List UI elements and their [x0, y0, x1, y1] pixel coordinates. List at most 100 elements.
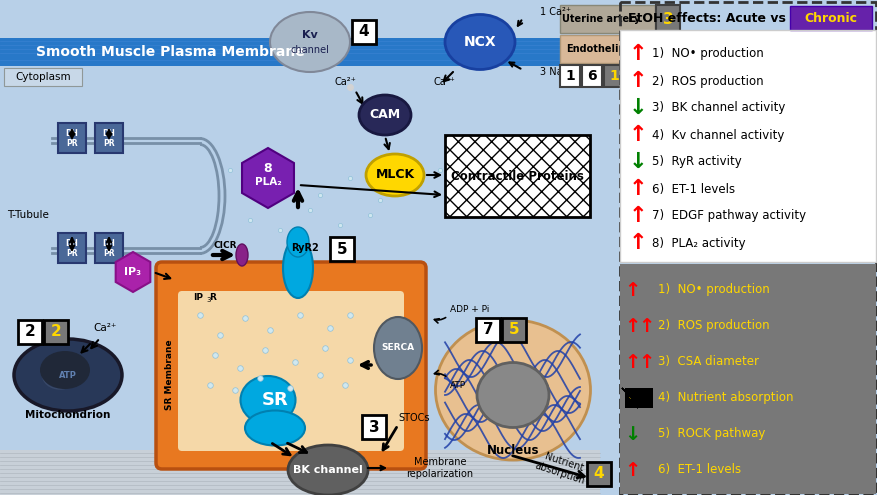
Bar — [560, 35, 654, 63]
Ellipse shape — [359, 95, 410, 135]
Bar — [58, 123, 86, 153]
Bar — [624, 388, 652, 408]
Ellipse shape — [366, 154, 424, 196]
Text: Nucleus: Nucleus — [486, 444, 538, 456]
Text: 2: 2 — [51, 325, 61, 340]
Bar — [4, 68, 82, 86]
Text: 4)  Nutrient absorption: 4) Nutrient absorption — [657, 392, 793, 404]
Text: T-Tubule: T-Tubule — [7, 210, 49, 220]
Text: DH: DH — [66, 240, 78, 248]
Text: 7: 7 — [482, 323, 493, 338]
Text: ↓: ↓ — [628, 98, 646, 118]
Text: DH: DH — [66, 130, 78, 139]
Bar — [0, 450, 599, 495]
Text: 8: 8 — [263, 162, 272, 176]
Ellipse shape — [374, 317, 422, 379]
Polygon shape — [621, 388, 638, 408]
Bar — [789, 6, 871, 30]
Text: ↑: ↑ — [628, 206, 646, 226]
Ellipse shape — [245, 410, 304, 446]
Text: Ca²⁺: Ca²⁺ — [432, 77, 454, 87]
Text: DH: DH — [103, 240, 115, 248]
Text: Mitochondrion: Mitochondrion — [25, 410, 111, 420]
Ellipse shape — [476, 362, 548, 428]
Text: 7)  EDGF pathway activity: 7) EDGF pathway activity — [652, 209, 805, 222]
Text: PR: PR — [103, 249, 115, 258]
Text: SR Membrane: SR Membrane — [165, 340, 175, 410]
Bar — [352, 20, 375, 44]
Text: ↑: ↑ — [628, 179, 646, 199]
Text: ↓: ↓ — [623, 425, 639, 444]
Ellipse shape — [287, 227, 309, 257]
Bar — [560, 5, 654, 33]
Bar — [619, 30, 875, 262]
Text: 6)  ET-1 levels: 6) ET-1 levels — [652, 183, 734, 196]
Ellipse shape — [240, 376, 296, 424]
Ellipse shape — [236, 244, 247, 266]
Text: 2)  ROS production: 2) ROS production — [652, 75, 763, 88]
Text: R: R — [210, 294, 217, 302]
Text: ATP: ATP — [59, 370, 77, 380]
Text: 1: 1 — [609, 69, 618, 83]
Text: ↑: ↑ — [637, 316, 653, 336]
Text: Smooth Muscle Plasma Membrane: Smooth Muscle Plasma Membrane — [36, 45, 304, 59]
Ellipse shape — [282, 238, 312, 298]
Bar — [560, 65, 580, 87]
Text: Kv: Kv — [302, 30, 317, 40]
Text: ↓: ↓ — [628, 152, 646, 172]
Text: ↑: ↑ — [623, 460, 639, 480]
Text: ↑: ↑ — [623, 281, 639, 299]
Text: 3: 3 — [368, 419, 379, 435]
Text: ↑: ↑ — [628, 125, 646, 145]
Text: ADP + Pi: ADP + Pi — [450, 305, 488, 314]
Bar — [445, 135, 589, 217]
Text: 8)  PLA₂ activity: 8) PLA₂ activity — [652, 237, 745, 249]
Text: PR: PR — [66, 140, 78, 148]
Text: IP: IP — [193, 294, 203, 302]
Text: 6)  ET-1 levels: 6) ET-1 levels — [657, 463, 740, 477]
Text: 1)  NO• production: 1) NO• production — [652, 48, 763, 60]
Bar — [330, 237, 353, 261]
Text: 1)  NO• production: 1) NO• production — [657, 284, 769, 297]
Text: 6: 6 — [631, 69, 640, 83]
Text: CICR: CICR — [213, 241, 237, 249]
Text: 3)  BK channel activity: 3) BK channel activity — [652, 101, 785, 114]
Text: 4: 4 — [359, 24, 369, 40]
Text: Ca²⁺: Ca²⁺ — [333, 77, 355, 87]
Text: 5: 5 — [336, 242, 347, 256]
Text: PR: PR — [103, 140, 115, 148]
Text: 3 Na⁺: 3 Na⁺ — [539, 67, 567, 77]
Ellipse shape — [435, 320, 590, 460]
Bar — [18, 320, 42, 344]
Text: DH: DH — [103, 130, 115, 139]
Text: 5: 5 — [508, 323, 518, 338]
Text: ↑: ↑ — [628, 44, 646, 64]
Bar — [502, 318, 525, 342]
Bar — [95, 233, 123, 263]
Bar — [0, 38, 599, 66]
Text: 5)  RyR activity: 5) RyR activity — [652, 155, 741, 168]
Text: RyR2: RyR2 — [291, 243, 318, 253]
Text: Nutrient
absorption: Nutrient absorption — [533, 449, 589, 487]
Text: 2: 2 — [25, 325, 35, 340]
Bar — [44, 320, 68, 344]
Bar — [619, 30, 875, 262]
Text: Cytoplasm: Cytoplasm — [15, 72, 71, 82]
Text: 3: 3 — [206, 297, 210, 303]
Text: 1 Ca²⁺: 1 Ca²⁺ — [539, 7, 570, 17]
Text: PLA₂: PLA₂ — [254, 177, 281, 187]
Text: 4)  Kv channel activity: 4) Kv channel activity — [652, 129, 783, 142]
Text: 4: 4 — [593, 466, 603, 482]
Text: Ca²⁺: Ca²⁺ — [93, 323, 117, 333]
Text: ↑: ↑ — [637, 352, 653, 372]
Bar — [603, 65, 624, 87]
Text: Endothelium: Endothelium — [566, 44, 635, 54]
Bar — [619, 2, 875, 494]
Bar — [587, 462, 610, 486]
Text: MLCK: MLCK — [375, 168, 414, 182]
Text: ↑: ↑ — [623, 316, 639, 336]
Text: ↑: ↑ — [623, 352, 639, 372]
Text: EtOH effects: Acute vs: EtOH effects: Acute vs — [627, 11, 785, 24]
Text: STOCs: STOCs — [397, 413, 429, 423]
Bar — [581, 65, 602, 87]
